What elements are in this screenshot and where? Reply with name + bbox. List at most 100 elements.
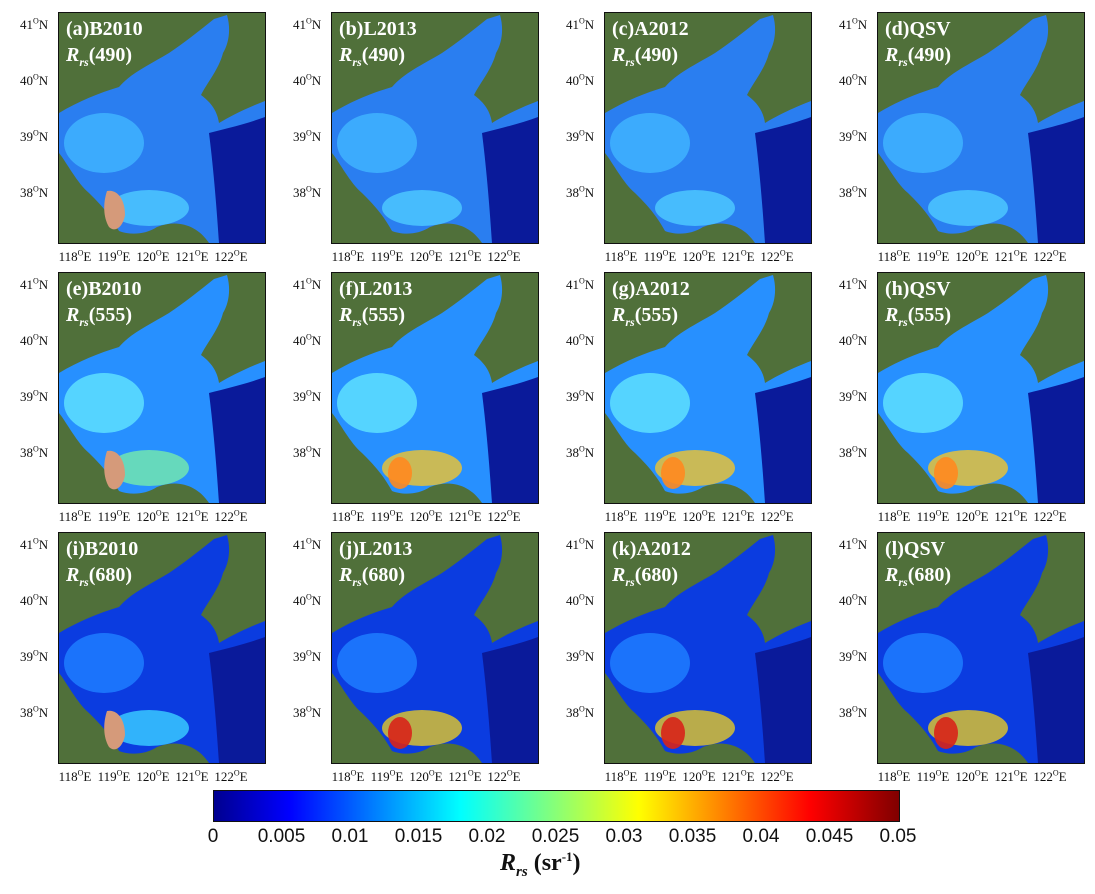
satellite-map [604,532,812,764]
rrs-map-image [59,533,265,763]
latitude-tick-label: 38ON [20,704,49,720]
longitude-tick-label: 118OE [58,508,92,524]
longitude-tick-label: 122OE [487,508,521,524]
west-coast-turbid-water [883,113,963,173]
west-coast-turbid-water [883,633,963,693]
south-coast-turbid-water [382,190,462,226]
colorbar-tick-label: 0.04 [742,826,780,847]
bohai-sea-water [332,275,538,503]
longitude-tick-label: 118OE [58,248,92,264]
panel-title: (e)B2010 [66,278,142,300]
latitude-tick-label: 39ON [839,128,868,144]
latitude-tick-label: 38ON [293,444,322,460]
yellow-sea-water [755,117,811,243]
longitude-tick-label: 121OE [721,508,755,524]
south-coast-turbid-water [109,450,189,486]
panel-band: Rrs(680) [612,564,679,589]
latitude-tick-label: 38ON [20,184,49,200]
bohai-sea-water [605,535,811,763]
yellow-sea-water [209,377,265,503]
longitude-tick-label: 122OE [760,768,794,784]
panel-title: (l)QSV [885,538,946,560]
rrs-map-image [59,13,265,243]
longitude-tick-label: 121OE [994,248,1028,264]
longitude-tick-label: 118OE [331,768,365,784]
panel-band: Rrs(555) [885,304,952,329]
latitude-tick-label: 41ON [839,16,868,32]
rrs-map-image [878,273,1084,503]
map-panel: 41ON 40ON 39ON 38ON (g)A2012 Rrs(555) 118OE 119… [546,268,836,530]
map-panel: 41ON 40ON 39ON 38ON (f)L2013 Rrs(555) 118OE 119… [273,268,563,530]
panel-title: (k)A2012 [612,538,691,560]
bohai-sea-water [878,15,1084,243]
longitude-tick-label: 122OE [760,508,794,524]
latitude-tick-label: 39ON [566,128,595,144]
latitude-tick-label: 40ON [20,332,49,348]
satellite-map [58,532,266,764]
latitude-tick-label: 40ON [20,592,49,608]
longitude-tick-label: 122OE [214,768,248,784]
longitude-tick-label: 121OE [448,508,482,524]
colorbar-label: Rrs (sr-1) [500,849,581,880]
longitude-tick-label: 122OE [1033,248,1067,264]
panel-title: (d)QSV [885,18,951,40]
longitude-tick-label: 121OE [175,768,209,784]
high-reflectance-water [661,457,685,489]
colorbar-gradient [214,791,899,821]
longitude-tick-label: 122OE [487,248,521,264]
longitude-tick-label: 119OE [916,508,950,524]
rrs-map-image [332,13,538,243]
longitude-tick-label: 120OE [682,248,716,264]
panel-band: Rrs(490) [612,44,679,69]
south-coast-turbid-water [655,190,735,226]
panel-band: Rrs(680) [885,564,952,589]
panel-band: Rrs(680) [66,564,133,589]
panel-band: Rrs(490) [885,44,952,69]
latitude-tick-label: 38ON [293,704,322,720]
longitude-tick-label: 119OE [97,508,131,524]
latitude-tick-label: 41ON [20,16,49,32]
colorbar-tick-label: 0.035 [668,826,717,847]
colorbar [213,790,900,822]
latitude-tick-label: 41ON [293,276,322,292]
panel-title: (i)B2010 [66,538,139,560]
panel-label: (d)QSV Rrs(490) [885,16,951,68]
latitude-tick-label: 38ON [566,444,595,460]
colorbar-tick-label: 0.025 [531,826,580,847]
panel-band: Rrs(555) [612,304,679,329]
latitude-tick-label: 40ON [20,72,49,88]
bohai-sea-water [605,15,811,243]
longitude-tick-label: 121OE [994,768,1028,784]
longitude-tick-label: 119OE [97,248,131,264]
south-coast-turbid-water [109,710,189,746]
longitude-tick-label: 121OE [721,768,755,784]
colorbar-tick-label: 0.005 [257,826,306,847]
map-panel: 41ON 40ON 39ON 38ON (d)QSV Rrs(490) 118OE 119OE… [819,8,1095,270]
latitude-tick-label: 38ON [566,704,595,720]
longitude-tick-label: 119OE [97,768,131,784]
latitude-tick-label: 39ON [20,128,49,144]
bohai-sea-water [878,275,1084,503]
colorbar-tick-label: 0.05 [879,826,917,847]
longitude-tick-label: 119OE [370,508,404,524]
longitude-tick-label: 121OE [721,248,755,264]
longitude-tick-label: 120OE [955,248,989,264]
satellite-map [604,12,812,244]
yellow-river-sediment [104,710,125,750]
longitude-tick-label: 118OE [331,248,365,264]
yellow-sea-water [209,637,265,763]
yellow-sea-water [209,117,265,243]
west-coast-turbid-water [610,633,690,693]
panel-title: (f)L2013 [339,278,413,300]
longitude-tick-label: 119OE [916,248,950,264]
panel-band: Rrs(490) [339,44,406,69]
map-panel: 41ON 40ON 39ON 38ON (i)B2010 Rrs(680) 118OE 119… [0,528,290,790]
latitude-tick-label: 39ON [293,388,322,404]
map-panel: 41ON 40ON 39ON 38ON (l)QSV Rrs(680) 118OE 119OE… [819,528,1095,790]
panel-band: Rrs(555) [66,304,133,329]
yellow-sea-water [482,377,538,503]
bohai-sea-water [878,535,1084,763]
latitude-tick-label: 40ON [293,592,322,608]
high-reflectance-water [388,717,412,749]
